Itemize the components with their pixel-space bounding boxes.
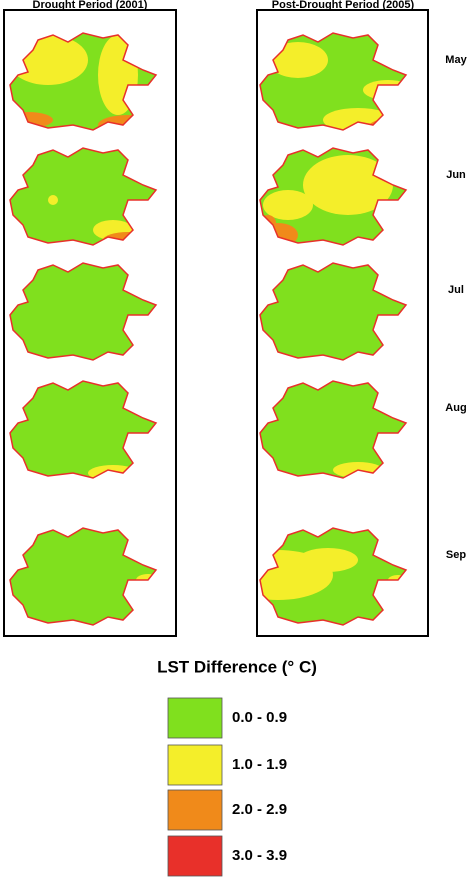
map [259,262,407,361]
legend-swatch [167,789,223,831]
map [9,262,157,361]
map-base [10,263,156,360]
map-zones [88,465,138,478]
map-zone [363,80,406,100]
map-zone [368,118,406,130]
column-frame [3,9,177,637]
legend-swatch [167,744,223,786]
map-zone [88,465,138,478]
map [9,527,157,626]
map [259,32,407,131]
month-label: Sep [446,549,466,561]
legend-title: LST Difference (° C) [157,657,317,676]
map-zone [48,195,58,205]
map [259,527,407,626]
legend: 0.0 - 0.9 1.0 - 1.9 2.0 - 2.9 3.0 - 3.9 [167,697,287,877]
legend-label: 0.0 - 0.9 [232,709,287,726]
month-label: May [445,54,467,66]
legend-swatch [167,697,223,739]
map-base [10,528,156,625]
map-zone [260,223,298,245]
map-zone [323,108,393,130]
map-zone [263,190,313,220]
map-zone [98,35,138,115]
month-label: Jun [446,169,466,181]
map [9,32,157,131]
map [9,147,157,246]
legend-label: 3.0 - 3.9 [232,847,287,864]
map-zone [98,115,156,130]
legend-swatch [167,835,223,877]
map [9,380,157,479]
month-label: Aug [445,402,466,414]
map-base [260,381,406,478]
legend-label: 2.0 - 2.9 [232,801,287,818]
map-base [10,381,156,478]
map-zone [10,112,53,128]
maps [9,32,407,626]
map-zone [10,35,88,85]
column-frame [256,9,429,637]
map [259,147,407,246]
column-title: Post-Drought Period (2005) [272,0,415,11]
month-label: Jul [448,284,464,296]
column-title: Drought Period (2001) [33,0,148,11]
map-zone [303,155,393,215]
map-zone [260,215,276,231]
map-zone [298,548,358,572]
map [259,380,407,479]
legend-label: 1.0 - 1.9 [232,756,287,773]
map-base [10,148,156,245]
map-base [260,263,406,360]
